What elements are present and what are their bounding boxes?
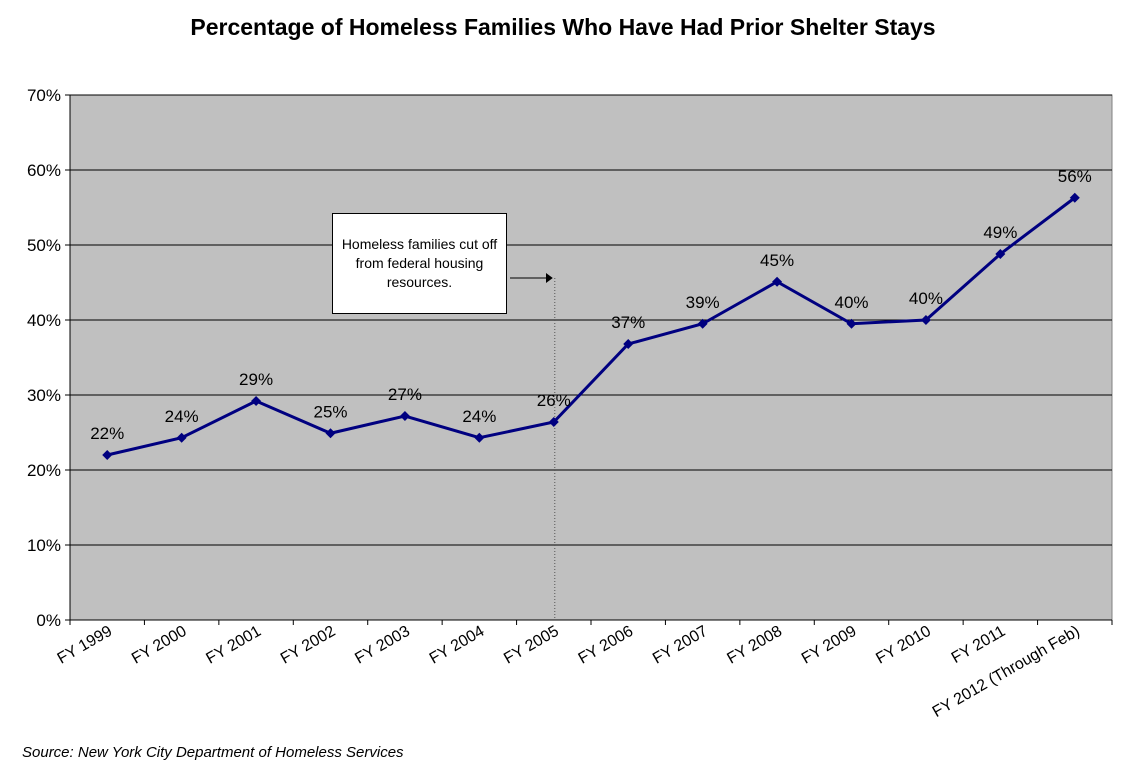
data-point: [920, 315, 931, 325]
data-label: 24%: [165, 407, 199, 426]
x-tick-label: FY 2002: [278, 623, 339, 668]
data-label: 37%: [611, 313, 645, 332]
series-line: [106, 196, 1076, 457]
data-point: [325, 428, 336, 439]
chart-title: Percentage of Homeless Families Who Have…: [190, 14, 936, 40]
y-tick-label: 60%: [27, 161, 61, 180]
data-label: 24%: [462, 407, 496, 426]
x-tick-label: FY 2010: [873, 623, 934, 668]
data-point: [399, 411, 410, 421]
data-point: [995, 249, 1006, 259]
x-tick-label: FY 2005: [501, 623, 562, 668]
y-tick-label: 70%: [27, 86, 61, 105]
x-tick-label: FY 2007: [650, 623, 711, 668]
y-tick-label: 20%: [27, 461, 61, 480]
x-tick-label: FY 2001: [203, 623, 264, 668]
data-label: 29%: [239, 370, 273, 389]
data-point: [548, 417, 559, 427]
y-tick-label: 40%: [27, 311, 61, 330]
x-tick-label: FY 2009: [799, 623, 860, 668]
data-point: [846, 318, 857, 329]
data-label: 27%: [388, 385, 422, 404]
x-tick-label: FY 2003: [352, 623, 413, 668]
data-label: 40%: [909, 289, 943, 308]
data-label: 49%: [983, 223, 1017, 242]
data-label: 25%: [313, 402, 347, 421]
data-point: [102, 450, 113, 460]
data-point: [697, 318, 708, 329]
data-point: [251, 396, 262, 406]
data-label: 22%: [90, 424, 124, 443]
plot-area: [69, 94, 1113, 621]
annotation-box: Homeless families cut off from federal h…: [332, 213, 507, 314]
annotation-arrowhead: [546, 273, 553, 283]
data-label: 39%: [686, 293, 720, 312]
data-point: [772, 276, 783, 287]
data-point: [176, 432, 187, 443]
data-point: [623, 339, 634, 349]
x-tick-label: FY 2004: [427, 623, 488, 668]
x-tick-label: FY 1999: [55, 623, 116, 668]
x-tick-label: FY 2011: [949, 623, 1009, 667]
y-tick-label: 30%: [27, 386, 61, 405]
data-point: [1069, 192, 1080, 203]
source-note: Source: New York City Department of Home…: [22, 744, 404, 761]
data-label: 40%: [834, 293, 868, 312]
data-label: 45%: [760, 251, 794, 270]
x-tick-label: FY 2006: [576, 623, 637, 668]
y-tick-label: 0%: [36, 611, 61, 630]
data-label: 26%: [537, 391, 571, 410]
x-tick-label: FY 2008: [724, 623, 785, 668]
data-label: 56%: [1058, 167, 1092, 186]
x-tick-label: FY 2000: [129, 623, 190, 668]
data-point: [474, 432, 485, 443]
y-tick-label: 10%: [27, 536, 61, 555]
y-tick-label: 50%: [27, 236, 61, 255]
